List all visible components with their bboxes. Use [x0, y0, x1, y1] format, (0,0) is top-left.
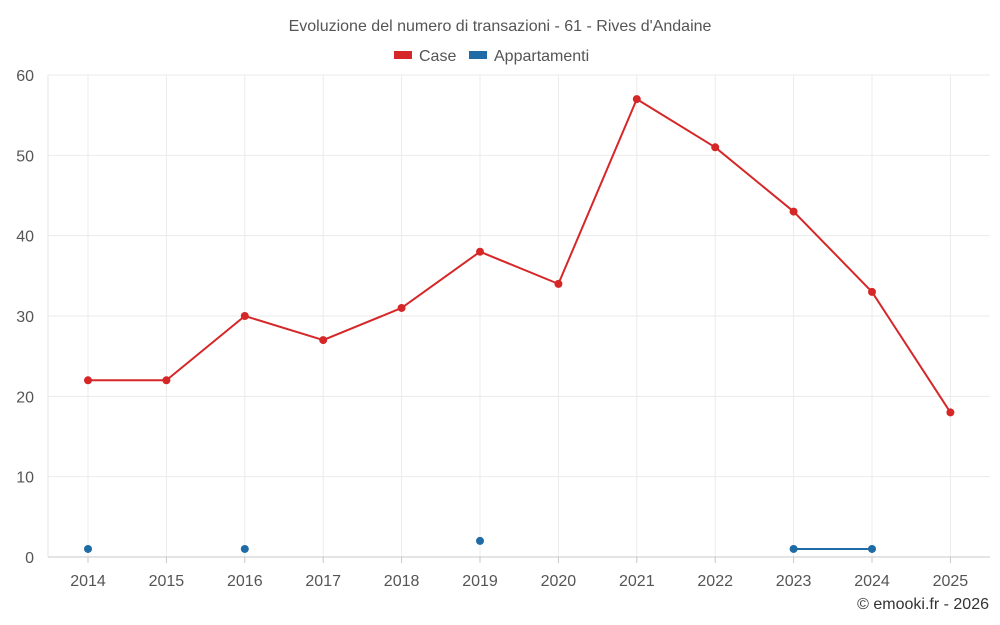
x-tick-label: 2021: [619, 573, 655, 590]
x-tick-label: 2016: [227, 573, 263, 590]
data-point-case-2025[interactable]: [946, 408, 955, 417]
x-tick-label: 2024: [854, 573, 890, 590]
data-point-appartamenti-2019[interactable]: [476, 536, 484, 545]
x-tick-label: 2014: [70, 573, 106, 590]
data-point-case-2022[interactable]: [711, 143, 720, 152]
x-tick-label: 2019: [462, 573, 498, 590]
data-point-case-2018[interactable]: [397, 303, 406, 312]
data-point-case-2014[interactable]: [84, 376, 92, 385]
y-tick-label: 10: [16, 470, 34, 487]
y-axis: 0 10 20 30 40 50 60: [16, 68, 49, 567]
x-tick-label: 2015: [149, 573, 185, 590]
legend-swatch-case: [394, 51, 412, 59]
y-tick-label: 30: [16, 309, 34, 326]
legend-item-appartamenti[interactable]: Appartamenti: [469, 48, 589, 65]
y-tick-label: 40: [16, 229, 34, 246]
legend-item-case[interactable]: Case: [394, 48, 456, 65]
x-tick-label: 2020: [541, 573, 577, 590]
y-tick-label: 0: [25, 550, 34, 567]
data-point-case-2024[interactable]: [868, 287, 876, 296]
data-point-appartamenti-2024[interactable]: [868, 544, 876, 553]
data-point-case-2017[interactable]: [319, 336, 328, 345]
series-line-case: [88, 98, 952, 413]
data-point-appartamenti-2016[interactable]: [240, 544, 249, 553]
x-tick-label: 2018: [384, 573, 420, 590]
legend: Case Appartamenti: [394, 48, 589, 65]
data-point-case-2023[interactable]: [789, 207, 798, 216]
grid: [48, 74, 990, 557]
legend-label-case: Case: [419, 48, 456, 65]
x-tick-label: 2017: [305, 573, 341, 590]
legend-swatch-appartamenti: [469, 51, 487, 59]
legend-label-appartamenti: Appartamenti: [494, 48, 589, 65]
x-tick-label: 2025: [933, 573, 969, 590]
credit-text: © emooki.fr - 2026: [857, 596, 989, 613]
data-point-case-2019[interactable]: [476, 247, 484, 256]
chart-title: Evoluzione del numero di transazioni - 6…: [289, 18, 712, 35]
series-layer: [84, 95, 955, 553]
x-tick-label: 2023: [776, 573, 812, 590]
x-axis: 2014 2015 2016 2017 2018 2019 2020 2021 2022 2023…: [48, 556, 990, 590]
data-point-case-2020[interactable]: [554, 279, 563, 288]
data-point-appartamenti-2014[interactable]: [84, 544, 92, 553]
x-tick-label: 2022: [697, 573, 733, 590]
data-point-case-2015[interactable]: [162, 376, 171, 385]
data-point-case-2021[interactable]: [632, 95, 641, 104]
y-tick-label: 20: [16, 389, 34, 406]
y-tick-label: 50: [16, 148, 34, 165]
data-point-case-2016[interactable]: [240, 312, 249, 320]
data-point-appartamenti-2023[interactable]: [789, 544, 798, 553]
y-tick-label: 60: [16, 68, 34, 85]
